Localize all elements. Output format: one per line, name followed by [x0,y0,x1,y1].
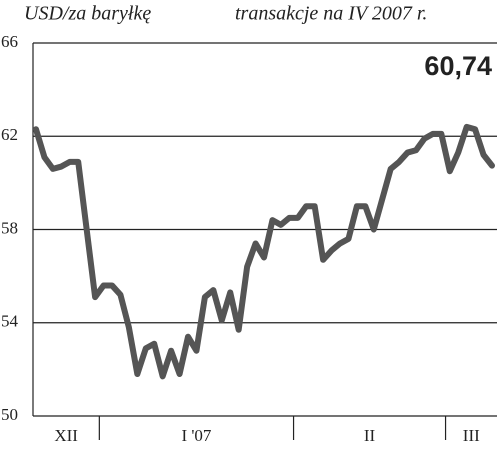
chart-subtitle: transakcje na IV 2007 r. [235,3,427,25]
month-label: II [364,426,376,445]
y-tick-label: 54 [1,312,19,331]
month-label: I '07 [181,426,211,445]
y-tick-label: 66 [1,32,18,51]
y-tick-label: 50 [1,405,18,424]
last-value: 60,74 [424,51,492,81]
chart-title: USD/za baryłkę [24,3,151,25]
y-tick-label: 58 [1,218,18,237]
month-label: III [463,426,480,445]
price-line [33,123,495,380]
y-tick-label: 62 [1,125,18,144]
month-label: XII [54,426,78,445]
